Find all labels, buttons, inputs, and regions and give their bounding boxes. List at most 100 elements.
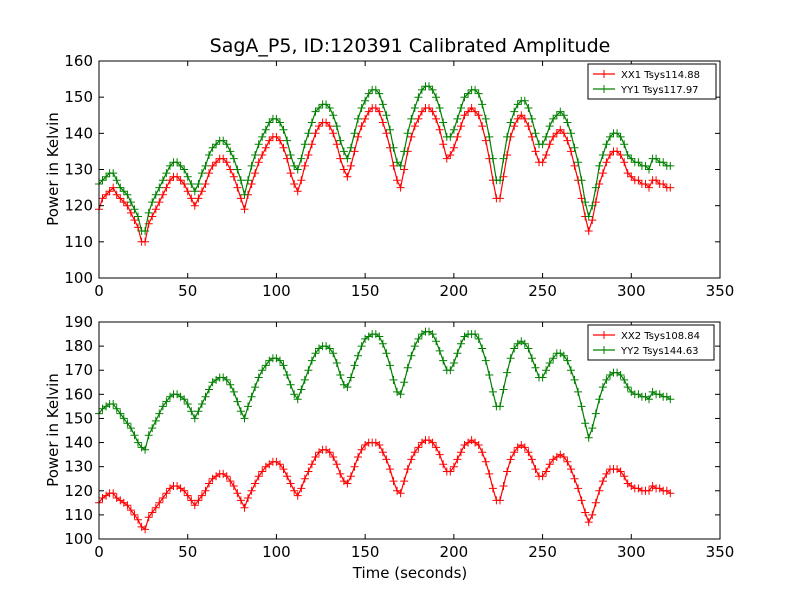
top-series-2-point — [244, 176, 252, 185]
bottom-y-tick-label: 140 — [64, 434, 93, 452]
top-series-2-point — [290, 161, 299, 170]
top-y-tick-label: 110 — [64, 233, 93, 251]
bottom-series-1-point — [158, 494, 167, 502]
bottom-series-2-point — [332, 359, 341, 367]
bottom-series-2-point — [205, 385, 213, 394]
top-series-1-point — [563, 136, 572, 145]
top-series-1-point — [251, 169, 260, 178]
top-series-2-point — [357, 104, 366, 112]
bottom-series-1-point — [457, 448, 465, 457]
bottom-series-1-point — [485, 469, 494, 478]
bottom-series-1-point — [496, 496, 504, 505]
bottom-series-2-point — [570, 375, 579, 384]
bottom-series-2-point — [229, 387, 238, 396]
top-series-1-point — [645, 183, 653, 192]
top-series-2-point — [325, 104, 334, 112]
top-series-2-point — [276, 118, 284, 127]
top-series-1-point — [652, 176, 661, 185]
bottom-series-2-point — [151, 416, 160, 425]
bottom-series-2-point — [240, 414, 249, 423]
top-series-2-point — [645, 165, 653, 174]
top-series-1-point — [201, 180, 210, 188]
bottom-series-2-point — [446, 366, 455, 375]
top-series-2-point — [567, 129, 575, 138]
top-series-2-point — [496, 176, 504, 185]
bottom-series-1-point — [506, 455, 515, 464]
bottom-series-1-point — [148, 508, 157, 517]
bottom-y-axis-label: Power in Kelvin — [44, 373, 62, 487]
top-series-2-point — [151, 190, 160, 199]
bottom-y-tick-label: 120 — [64, 482, 93, 500]
top-series-2-point — [464, 89, 473, 98]
bottom-series-2-point — [577, 402, 586, 411]
top-series-1-point — [183, 187, 192, 196]
bottom-legend-label-2: YY2 Tsys144.63 — [620, 346, 699, 357]
top-series-2-point — [354, 114, 362, 123]
top-x-tick-label: 300 — [617, 282, 646, 300]
bottom-series-1-point — [545, 460, 554, 469]
bottom-series-2-line — [98, 331, 671, 451]
top-series-1-point — [435, 125, 444, 134]
top-series-1-point — [464, 107, 473, 116]
bottom-series-2-point — [261, 361, 270, 370]
bottom-series-2-point — [457, 339, 465, 348]
top-series-2-point — [126, 198, 135, 207]
bottom-x-tick-label: 50 — [178, 543, 197, 561]
top-series-1-point — [414, 114, 423, 123]
top-series-2-point — [226, 147, 235, 156]
top-series-1-point — [417, 107, 426, 116]
top-series-2-point — [222, 140, 231, 149]
bottom-series-1-point — [403, 465, 412, 474]
bottom-series-1-point — [197, 491, 206, 500]
bottom-series-2-point — [485, 371, 494, 379]
top-series-2-point — [531, 129, 540, 138]
bottom-series-2-point — [378, 339, 387, 348]
bottom-series-1-point — [300, 474, 309, 483]
bottom-legend-marker-1 — [600, 331, 608, 339]
bottom-series-2-point — [574, 387, 583, 396]
top-series-1-point — [151, 205, 160, 214]
bottom-series-1-point — [563, 457, 572, 466]
bottom-series-2-point — [428, 330, 437, 339]
top-y-tick-label: 130 — [64, 161, 93, 179]
top-series-1-point — [229, 172, 238, 181]
bottom-series-2-point — [148, 424, 157, 433]
top-series-2-point — [538, 140, 547, 149]
top-series-2-point — [520, 96, 529, 105]
top-series-1-point — [219, 154, 228, 163]
top-series-1-point — [148, 212, 157, 221]
top-series-2-point — [559, 111, 568, 120]
top-series-1-point — [439, 140, 448, 149]
bottom-series-2-point — [297, 385, 306, 394]
top-series-2-point — [158, 176, 167, 185]
top-series-2-point — [410, 104, 419, 112]
bottom-series-2-point — [130, 431, 139, 440]
top-series-2-point — [180, 165, 189, 174]
top-series-2-point — [563, 118, 572, 127]
bottom-series-2-point — [304, 366, 313, 375]
top-series-1-point — [602, 158, 611, 167]
bottom-axes-frame — [98, 321, 721, 540]
bottom-series-1-point — [304, 467, 313, 476]
top-series-2-point — [378, 100, 387, 109]
bottom-series-2-point — [414, 334, 423, 343]
bottom-series-1-point — [524, 448, 533, 457]
top-series-2-point — [190, 187, 199, 196]
bottom-x-tick-label: 150 — [351, 543, 380, 561]
top-series-1-point — [545, 140, 554, 149]
bottom-series-2-point — [141, 445, 150, 454]
bottom-series-1-point — [620, 472, 629, 481]
top-series-2-point — [435, 104, 444, 112]
top-series-2-point — [446, 132, 455, 141]
top-series-2-point — [577, 176, 586, 185]
top-series-1-point — [325, 122, 334, 131]
bottom-series-1-point — [449, 462, 458, 471]
top-series-1-point — [361, 114, 370, 123]
top-series-2-point — [343, 154, 352, 163]
bottom-series-1-point — [499, 482, 508, 490]
top-series-2-point — [588, 201, 597, 210]
top-series-1-point — [531, 147, 540, 156]
top-series-1-point — [311, 129, 320, 138]
bottom-series-1-point — [414, 443, 423, 452]
